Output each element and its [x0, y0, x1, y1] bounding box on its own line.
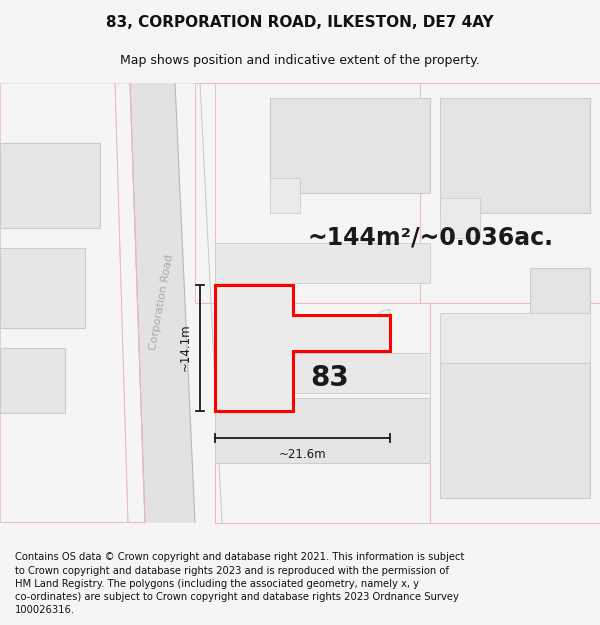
Text: ~21.6m: ~21.6m [278, 448, 326, 461]
Wedge shape [372, 309, 390, 346]
Polygon shape [0, 248, 85, 328]
Text: Contains OS data © Crown copyright and database right 2021. This information is : Contains OS data © Crown copyright and d… [15, 552, 464, 615]
Text: 83: 83 [311, 364, 349, 391]
Polygon shape [530, 268, 590, 312]
Text: 83, CORPORATION ROAD, ILKESTON, DE7 4AY: 83, CORPORATION ROAD, ILKESTON, DE7 4AY [106, 15, 494, 30]
Polygon shape [215, 352, 430, 392]
Text: Corporation Road: Corporation Road [149, 254, 175, 351]
Polygon shape [440, 198, 480, 238]
Text: Map shows position and indicative extent of the property.: Map shows position and indicative extent… [120, 54, 480, 67]
Polygon shape [215, 242, 430, 282]
Text: ~144m²/~0.036ac.: ~144m²/~0.036ac. [307, 226, 553, 249]
Polygon shape [0, 348, 65, 413]
Polygon shape [130, 82, 195, 522]
Text: ~14.1m: ~14.1m [179, 324, 192, 371]
Polygon shape [215, 398, 430, 462]
Polygon shape [0, 142, 100, 228]
Polygon shape [440, 98, 590, 212]
Polygon shape [215, 284, 390, 411]
Polygon shape [440, 312, 590, 362]
Polygon shape [270, 177, 300, 212]
Polygon shape [440, 362, 590, 498]
Polygon shape [270, 98, 430, 192]
